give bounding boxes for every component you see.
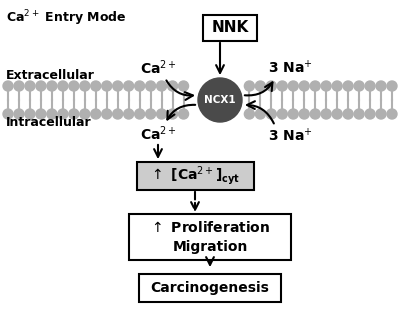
Circle shape — [135, 109, 145, 119]
Circle shape — [157, 109, 166, 119]
Text: Ca$^{2+}$: Ca$^{2+}$ — [140, 125, 176, 143]
FancyBboxPatch shape — [136, 162, 254, 190]
Circle shape — [135, 81, 145, 91]
Text: Extracellular: Extracellular — [6, 69, 95, 82]
Circle shape — [354, 81, 364, 91]
Circle shape — [36, 109, 46, 119]
Circle shape — [277, 81, 287, 91]
Circle shape — [321, 81, 331, 91]
Circle shape — [69, 109, 79, 119]
Circle shape — [387, 81, 397, 91]
Circle shape — [376, 109, 386, 119]
Circle shape — [146, 81, 156, 91]
Circle shape — [288, 109, 298, 119]
Circle shape — [255, 81, 265, 91]
Text: 3 Na$^{+}$: 3 Na$^{+}$ — [268, 127, 312, 145]
FancyBboxPatch shape — [203, 15, 257, 41]
Text: NCX1: NCX1 — [204, 95, 236, 105]
FancyArrowPatch shape — [245, 82, 272, 95]
Circle shape — [178, 81, 188, 91]
Circle shape — [47, 81, 57, 91]
Circle shape — [80, 81, 90, 91]
FancyArrowPatch shape — [166, 80, 193, 100]
Circle shape — [146, 109, 156, 119]
Circle shape — [198, 78, 242, 122]
Circle shape — [14, 109, 24, 119]
Circle shape — [102, 109, 112, 119]
Circle shape — [168, 81, 178, 91]
Circle shape — [80, 109, 90, 119]
Circle shape — [168, 109, 178, 119]
Circle shape — [387, 109, 397, 119]
Circle shape — [91, 81, 101, 91]
Circle shape — [310, 109, 320, 119]
Circle shape — [14, 81, 24, 91]
Circle shape — [124, 81, 134, 91]
FancyArrowPatch shape — [167, 105, 195, 119]
Circle shape — [157, 81, 166, 91]
Circle shape — [310, 81, 320, 91]
Text: $\uparrow$ Proliferation: $\uparrow$ Proliferation — [149, 221, 271, 235]
Circle shape — [299, 109, 309, 119]
Circle shape — [25, 81, 35, 91]
Circle shape — [365, 81, 375, 91]
Circle shape — [332, 81, 342, 91]
Text: Ca$^{2+}$ Entry Mode: Ca$^{2+}$ Entry Mode — [6, 8, 127, 27]
Circle shape — [244, 81, 254, 91]
Text: 3 Na$^{+}$: 3 Na$^{+}$ — [268, 59, 312, 77]
Circle shape — [376, 81, 386, 91]
Circle shape — [113, 109, 123, 119]
Circle shape — [58, 81, 68, 91]
Text: Carcinogenesis: Carcinogenesis — [150, 281, 270, 295]
Circle shape — [266, 109, 276, 119]
Circle shape — [113, 81, 123, 91]
Text: Ca$^{2+}$: Ca$^{2+}$ — [140, 59, 176, 77]
Circle shape — [36, 81, 46, 91]
Circle shape — [288, 81, 298, 91]
Circle shape — [277, 109, 287, 119]
Circle shape — [47, 109, 57, 119]
Circle shape — [343, 81, 353, 91]
Circle shape — [3, 109, 13, 119]
Circle shape — [332, 109, 342, 119]
FancyBboxPatch shape — [129, 214, 291, 260]
Circle shape — [58, 109, 68, 119]
Text: $\uparrow$ [Ca$^{2+}$]$_{\mathregular{cyt}}$: $\uparrow$ [Ca$^{2+}$]$_{\mathregular{cy… — [149, 165, 241, 187]
Text: Migration: Migration — [172, 240, 248, 254]
Circle shape — [354, 109, 364, 119]
Circle shape — [343, 109, 353, 119]
Circle shape — [178, 109, 188, 119]
Circle shape — [3, 81, 13, 91]
Circle shape — [244, 109, 254, 119]
Text: Intracellular: Intracellular — [6, 116, 92, 129]
Circle shape — [299, 81, 309, 91]
Circle shape — [255, 109, 265, 119]
Circle shape — [321, 109, 331, 119]
Circle shape — [266, 81, 276, 91]
Circle shape — [124, 109, 134, 119]
FancyBboxPatch shape — [139, 274, 281, 302]
Circle shape — [365, 109, 375, 119]
Text: NNK: NNK — [211, 21, 249, 35]
FancyArrowPatch shape — [247, 101, 274, 124]
Circle shape — [91, 109, 101, 119]
Circle shape — [69, 81, 79, 91]
Circle shape — [102, 81, 112, 91]
Circle shape — [25, 109, 35, 119]
